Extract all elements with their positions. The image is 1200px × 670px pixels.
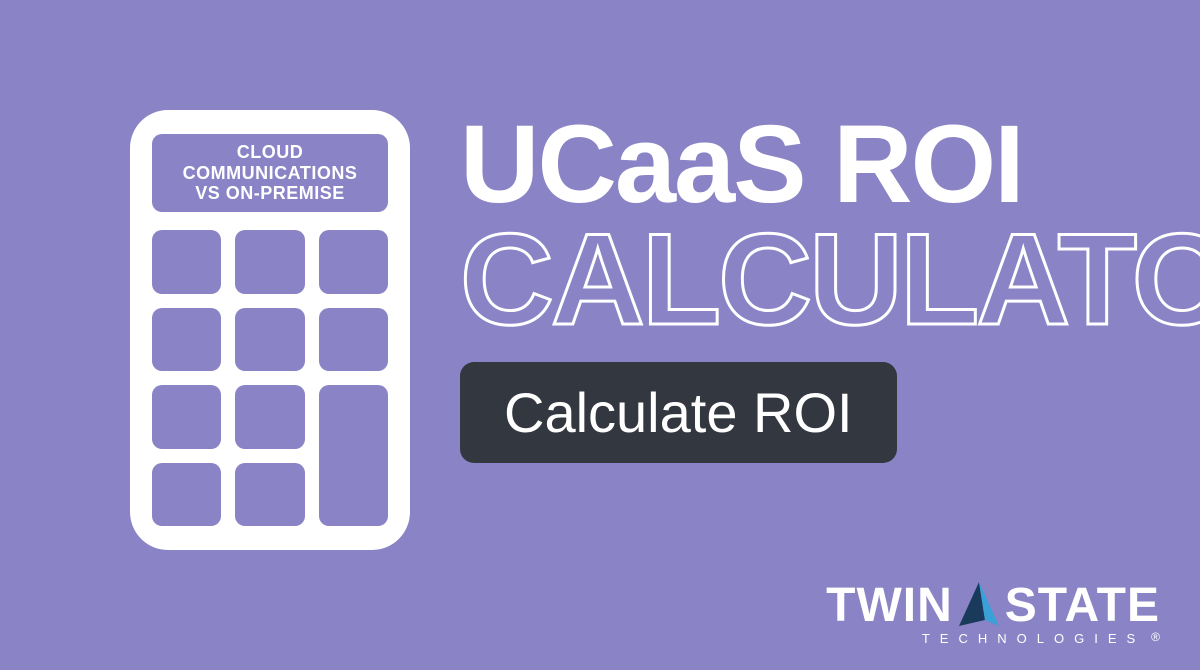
brand-tagline: TECHNOLOGIES (922, 631, 1145, 646)
calculator-key (152, 463, 221, 527)
registered-mark: ® (1151, 630, 1160, 644)
heading-block: UCaaS ROI CALCULATOR Calculate ROI (460, 110, 1200, 463)
calculator-keypad (152, 230, 388, 526)
calculator-screen-line2: VS ON-PREMISE (195, 183, 345, 204)
brand-name-part1: TWIN (826, 582, 953, 630)
calculator-key (152, 230, 221, 294)
calculator-screen-line1: CLOUD COMMUNICATIONS (152, 142, 388, 183)
calculator-key (319, 230, 388, 294)
calculator-icon: CLOUD COMMUNICATIONS VS ON-PREMISE (130, 110, 410, 550)
heading-line2: CALCULATOR (460, 214, 1200, 344)
brand-logo: TWIN STATE TECHNOLOGIES ® (826, 582, 1160, 648)
brand-logo-row: TWIN STATE (826, 582, 1160, 630)
brand-tagline-row: TECHNOLOGIES ® (922, 630, 1160, 648)
heading-line1: UCaaS ROI (460, 110, 1200, 220)
calculator-key (152, 385, 221, 449)
calculator-key (235, 308, 304, 372)
calculator-screen: CLOUD COMMUNICATIONS VS ON-PREMISE (152, 134, 388, 212)
brand-arrow-icon (959, 582, 999, 630)
calculate-roi-button[interactable]: Calculate ROI (460, 362, 897, 463)
brand-name-part2: STATE (1005, 582, 1160, 630)
calculator-key (235, 385, 304, 449)
calculator-key (152, 308, 221, 372)
hero-content: CLOUD COMMUNICATIONS VS ON-PREMISE UCaaS… (130, 110, 1200, 550)
calculator-key (235, 230, 304, 294)
calculator-key (319, 308, 388, 372)
calculator-key (235, 463, 304, 527)
calculator-key-tall (319, 385, 388, 526)
